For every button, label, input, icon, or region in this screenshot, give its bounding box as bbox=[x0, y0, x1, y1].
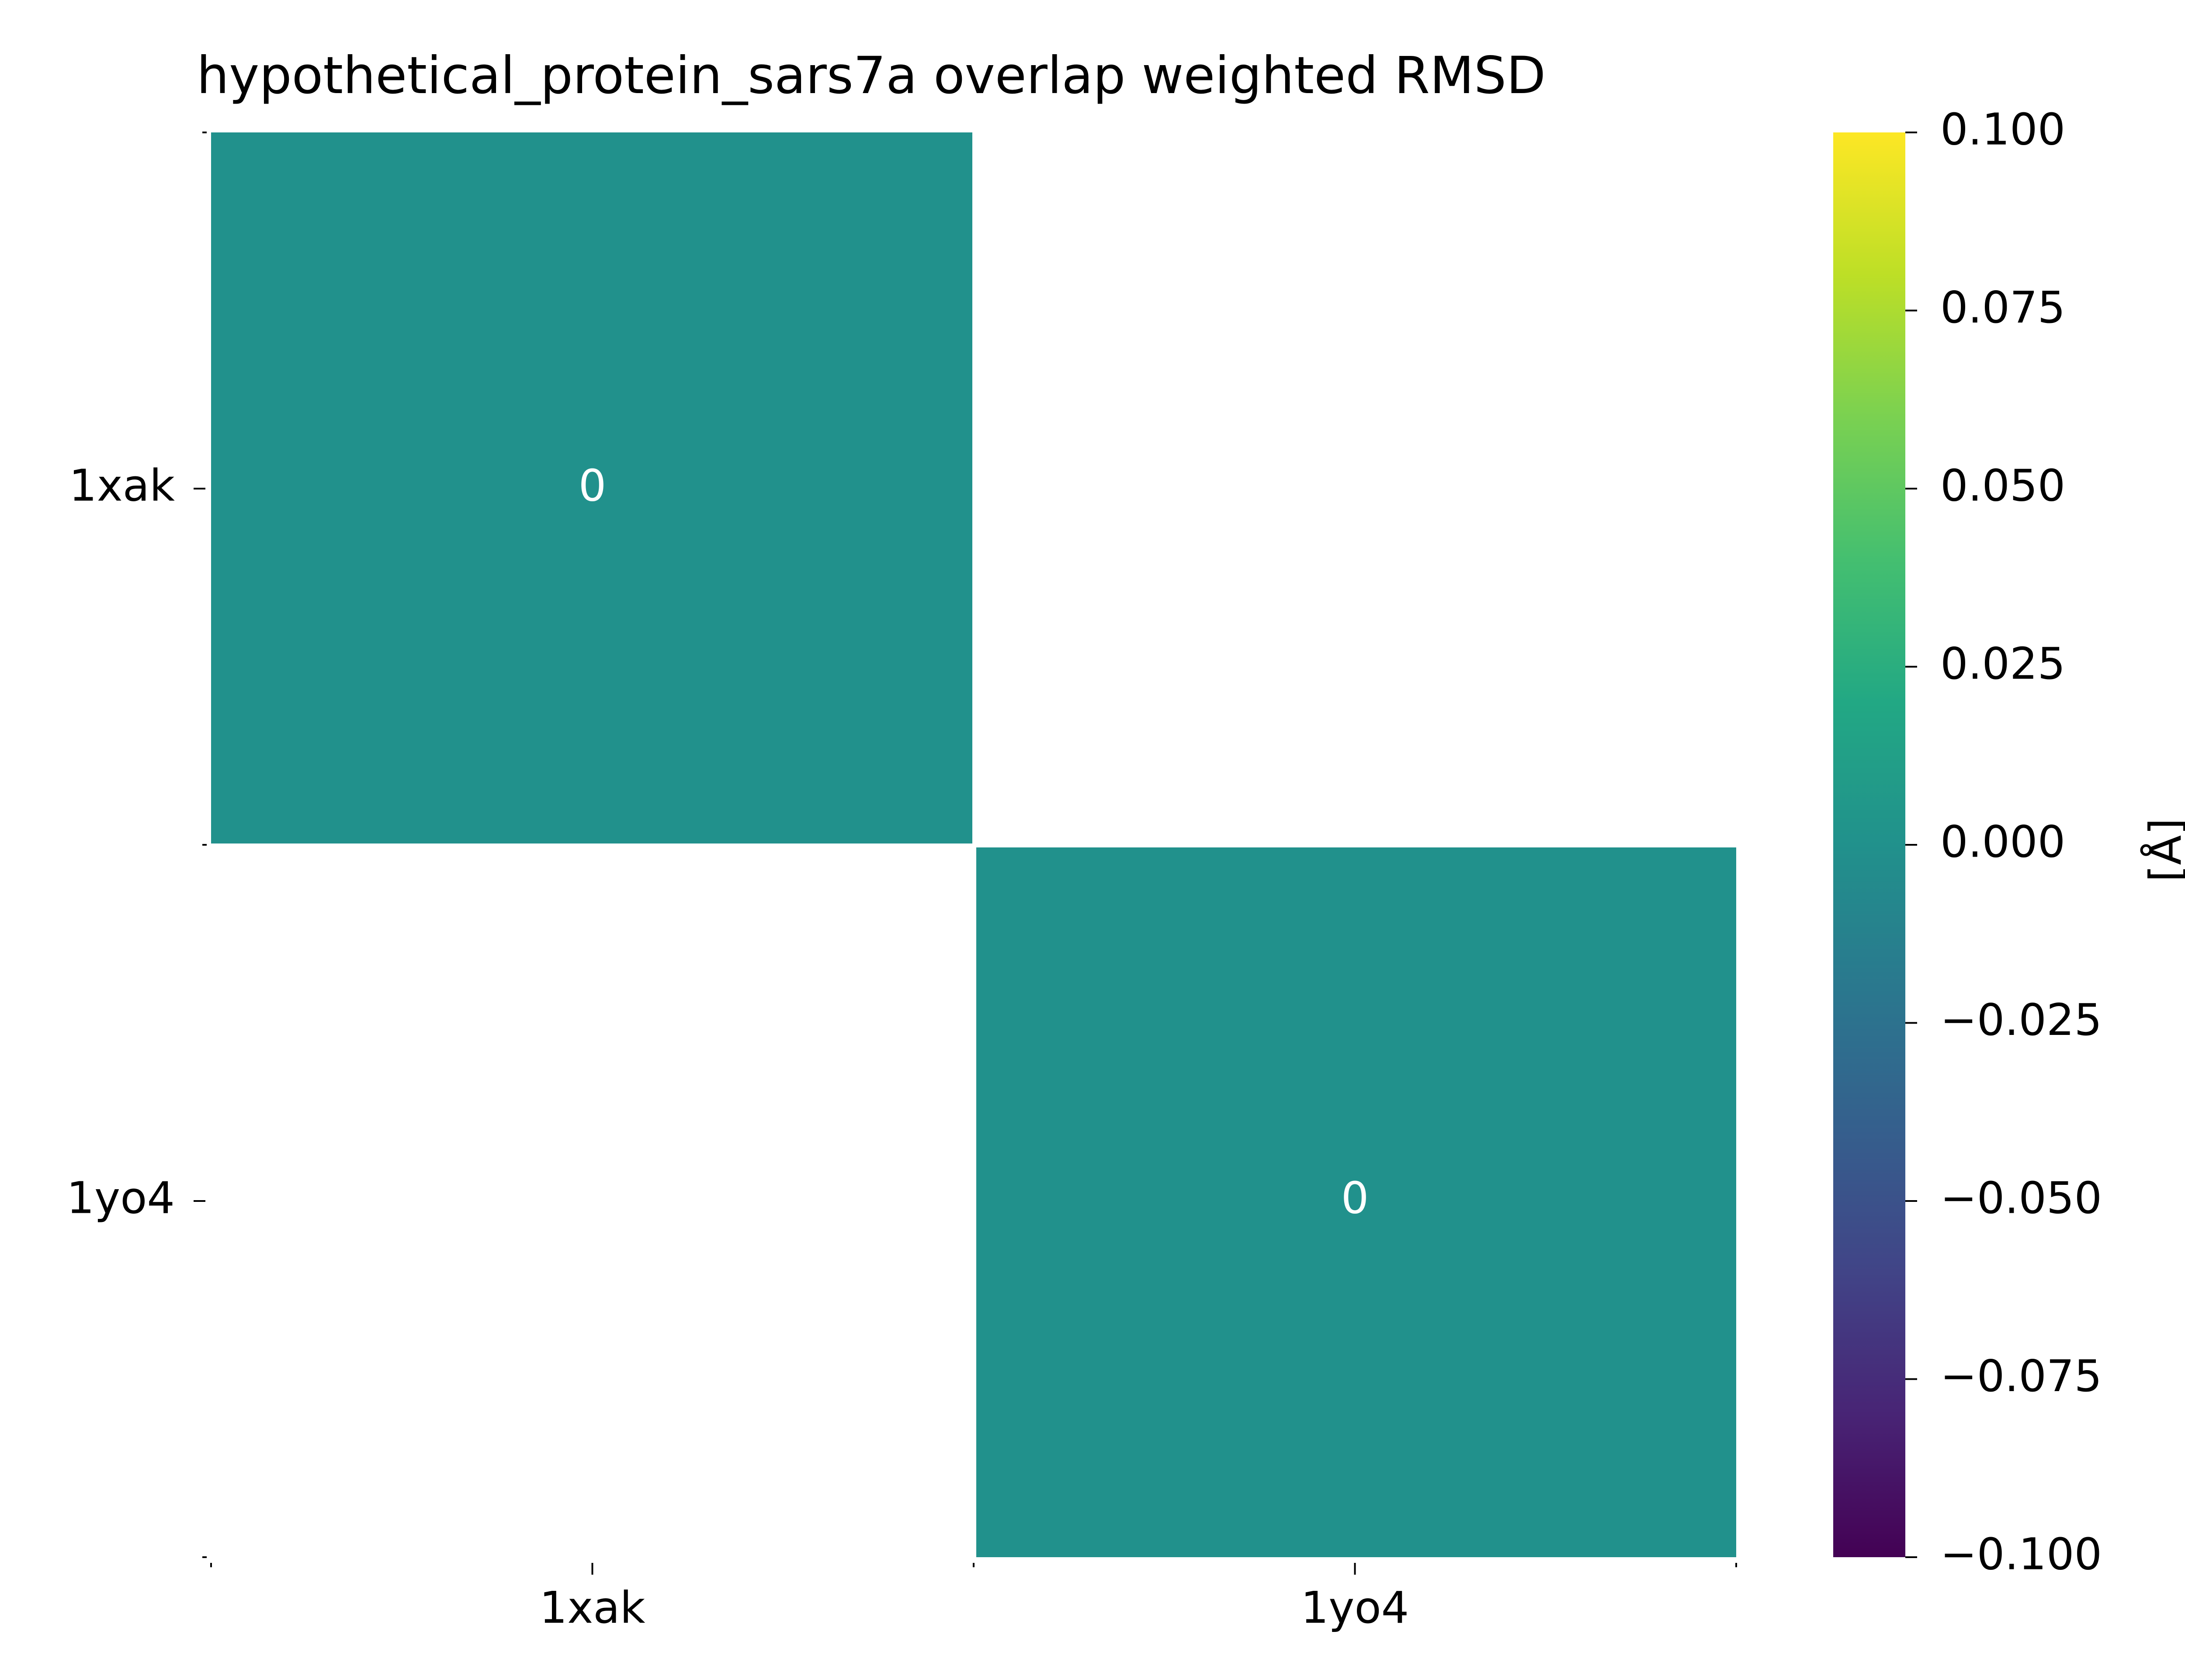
x-axis: 1xak 1yo4 bbox=[210, 1563, 1737, 1633]
colorbar-tick-label: 0.050 bbox=[1940, 460, 2065, 511]
colorbar-tick-label: 0.075 bbox=[1940, 282, 2065, 333]
colorbar-tick-label: 0.100 bbox=[1940, 104, 2065, 155]
y-axis: 1xak 1yo4 bbox=[66, 132, 207, 1558]
colorbar: 0.100 0.075 0.050 0.025 0.000 −0.025 −0.050 −0.… bbox=[1833, 104, 2102, 1579]
y-tick-label-1yo4: 1yo4 bbox=[66, 1172, 175, 1223]
colorbar-tick-label: −0.100 bbox=[1940, 1528, 2102, 1579]
colorbar-tick-label: −0.025 bbox=[1940, 994, 2102, 1045]
heatmap-cells: 00 bbox=[211, 132, 1736, 1557]
y-tick-label-1xak: 1xak bbox=[69, 460, 175, 511]
cell-value-label: 0 bbox=[579, 460, 607, 511]
colorbar-label: [Å] bbox=[2140, 818, 2185, 882]
x-tick-label-1xak: 1xak bbox=[540, 1582, 645, 1633]
colorbar-tick-label: −0.050 bbox=[1940, 1172, 2102, 1223]
cell-value-label: 0 bbox=[1341, 1172, 1369, 1223]
x-tick-label-1yo4: 1yo4 bbox=[1301, 1582, 1409, 1633]
heatmap-cell-1xak-1xak bbox=[211, 132, 972, 843]
heatmap-cell-1yo4-1yo4 bbox=[976, 847, 1736, 1557]
colorbar-tick-label: −0.075 bbox=[1940, 1350, 2102, 1402]
colorbar-gradient bbox=[1833, 132, 1905, 1557]
colorbar-tick-label: 0.025 bbox=[1940, 638, 2065, 689]
colorbar-tick-label: 0.000 bbox=[1940, 816, 2065, 867]
chart-title: hypothetical_protein_sars7a overlap weig… bbox=[197, 45, 1546, 105]
